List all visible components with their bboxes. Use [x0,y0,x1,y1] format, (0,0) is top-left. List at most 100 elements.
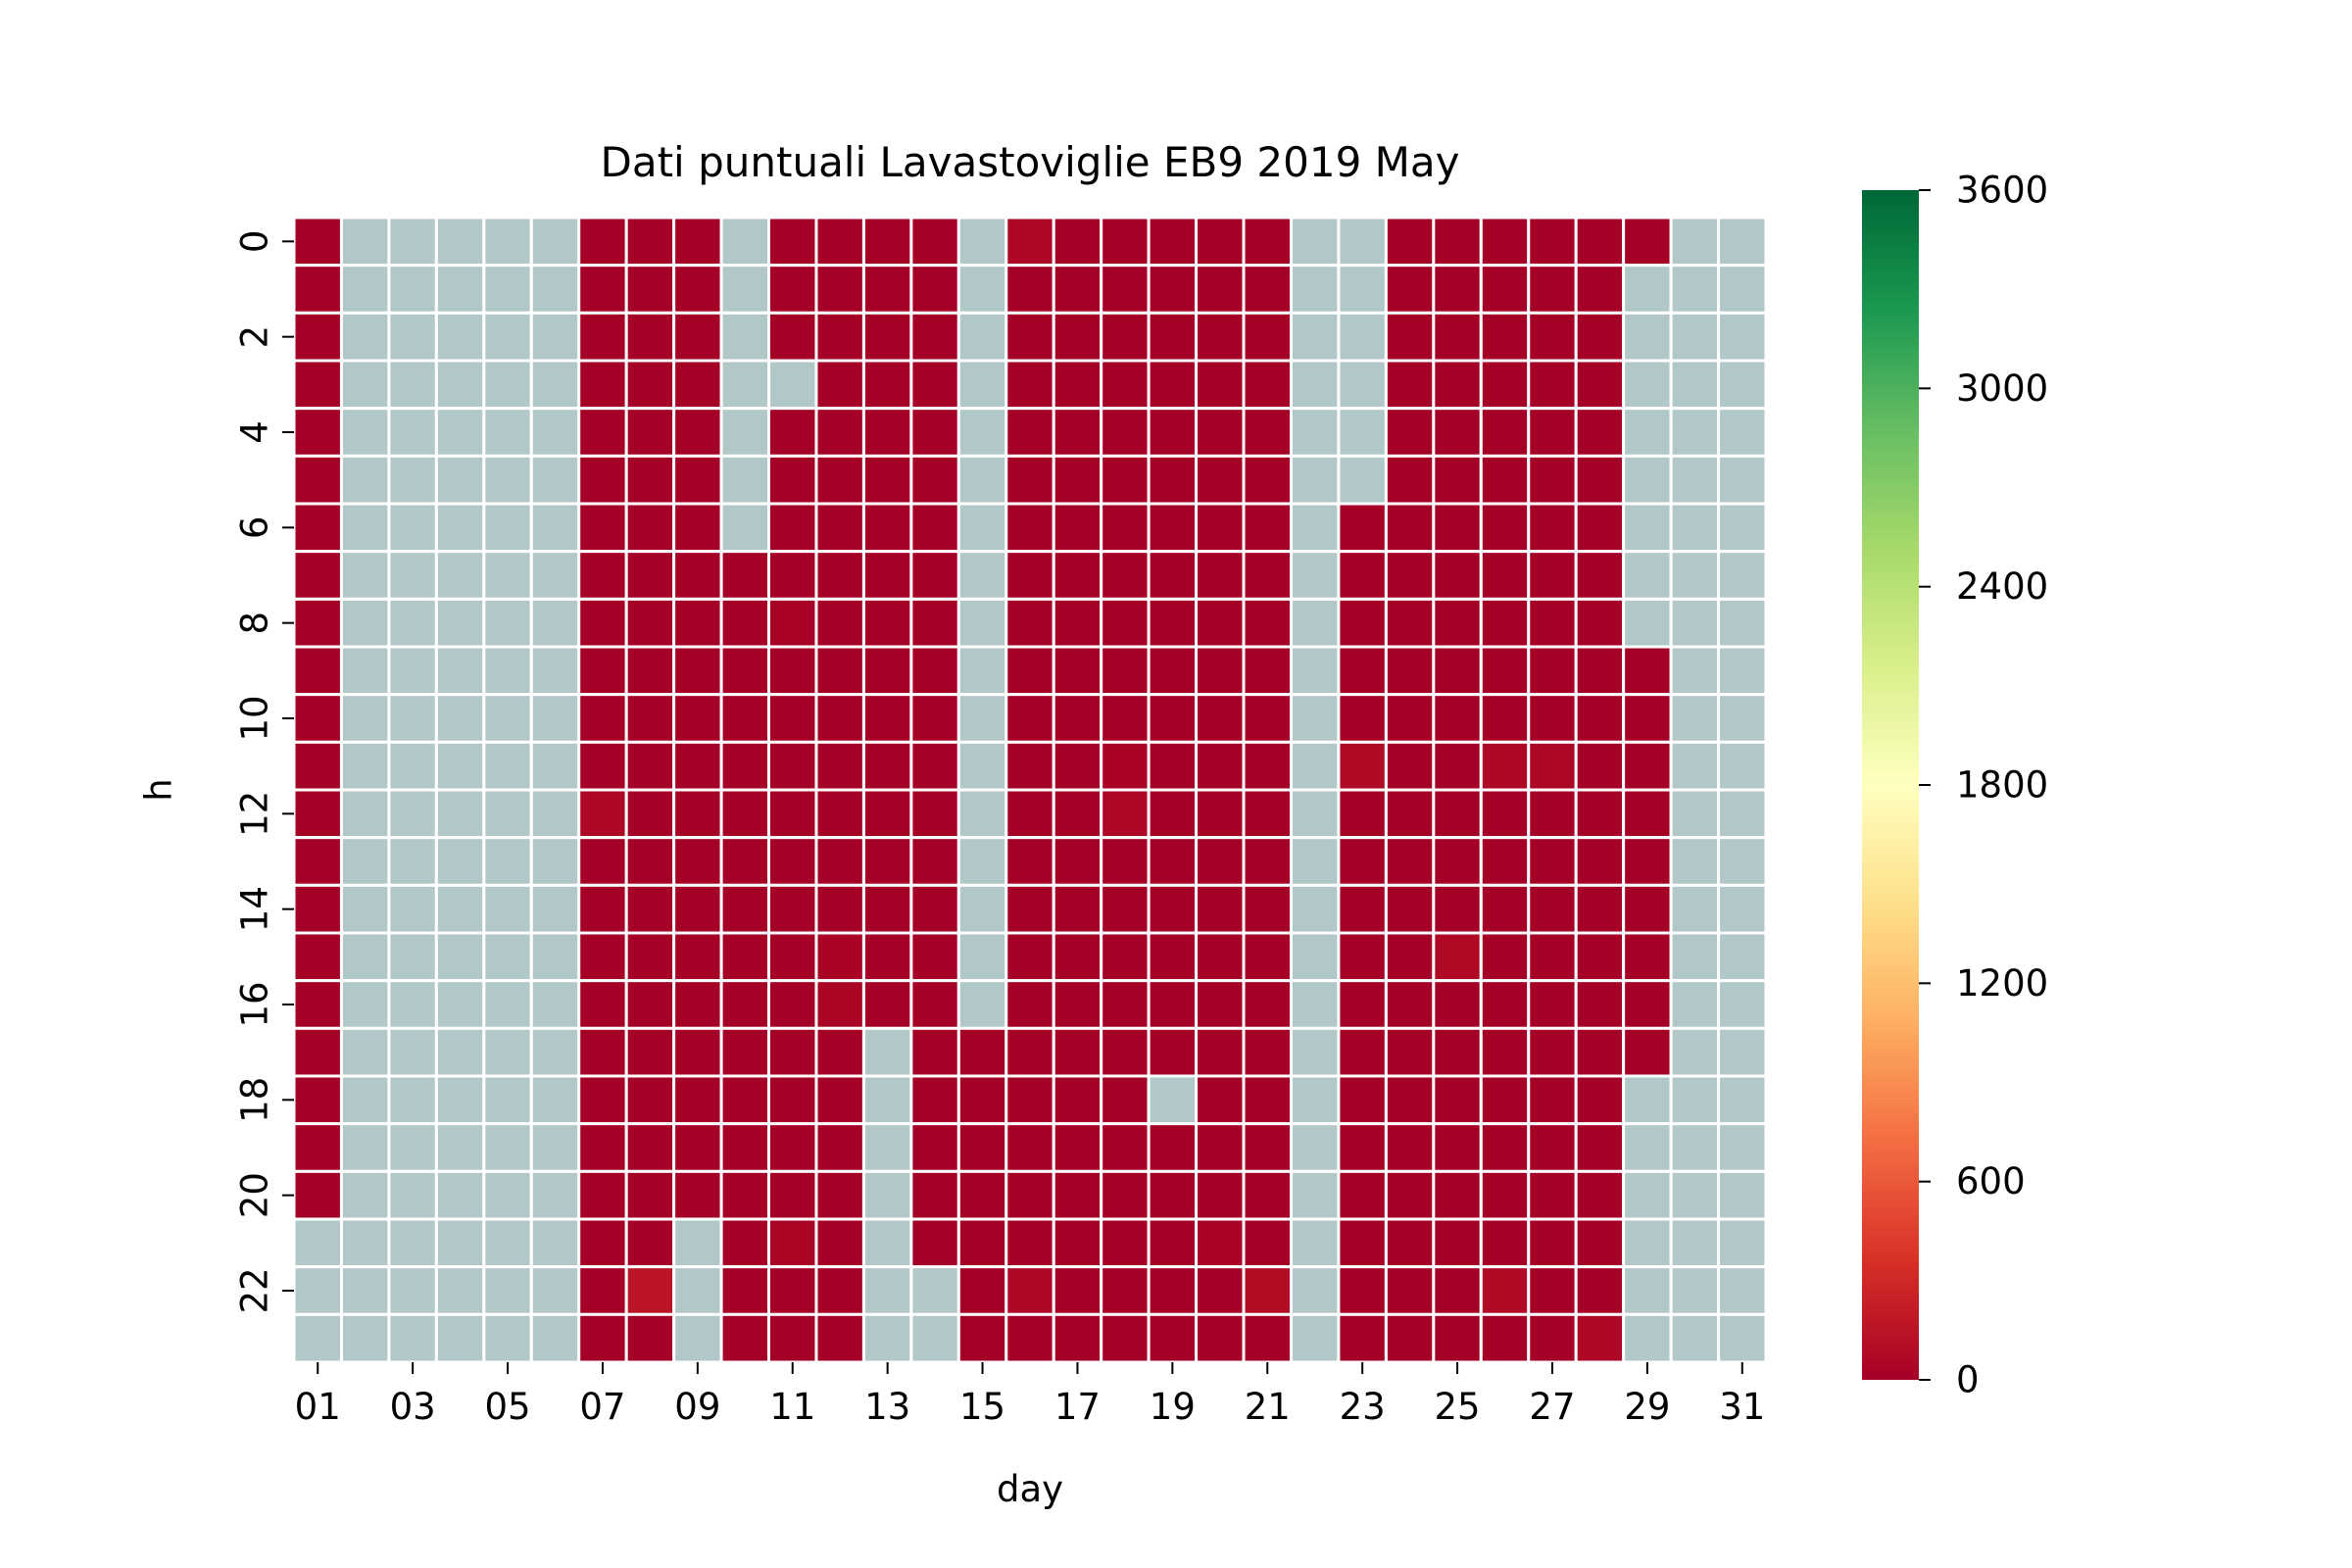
heatmap-cell [1289,883,1341,935]
heatmap-cell [1622,1122,1673,1173]
heatmap-cell [339,1026,391,1078]
heatmap-cell [1004,1265,1055,1316]
heatmap-cell [1527,407,1578,458]
heatmap-cell [861,597,913,649]
heatmap-cell [1432,264,1483,315]
heatmap-cell [1384,454,1436,506]
heatmap-cell [719,311,771,363]
heatmap-cell [719,645,771,697]
x-tick-label: 25 [1435,1386,1481,1428]
heatmap-cell [529,1312,581,1364]
heatmap-cell [1384,597,1436,649]
heatmap-cell [1004,1169,1055,1221]
heatmap-cell [767,454,818,506]
heatmap-cell [909,1026,960,1078]
heatmap-cell [1574,407,1626,458]
x-tick-label: 19 [1150,1386,1196,1428]
heatmap-cell [1717,216,1768,268]
heatmap-cell [1195,502,1246,554]
heatmap-cell [861,264,913,315]
heatmap-cell [1622,1026,1673,1078]
heatmap-cell [529,693,581,744]
heatmap-cell [1004,311,1055,363]
heatmap-cell [814,597,865,649]
heatmap-cell [434,740,486,792]
heatmap-cell [292,1026,343,1078]
heatmap-cell [1527,1312,1578,1364]
heatmap-cell [1432,693,1483,744]
heatmap-cell [292,216,343,268]
heatmap-cell [719,407,771,458]
heatmap-cell [482,931,533,983]
heatmap-cell [1669,788,1721,840]
heatmap-cell [672,1074,723,1126]
heatmap-cell [1384,1122,1436,1173]
heatmap-cell [814,1312,865,1364]
heatmap-cell [577,1265,628,1316]
heatmap-cell [387,407,438,458]
heatmap-cell [956,264,1008,315]
heatmap-cell [1574,1026,1626,1078]
heatmap-cell [1527,883,1578,935]
heatmap-cell [1147,1265,1199,1316]
heatmap-cell [1337,216,1388,268]
heatmap-cell [1574,1265,1626,1316]
heatmap-cell [624,1074,676,1126]
heatmap-cell [434,502,486,554]
heatmap-cell [814,740,865,792]
heatmap-cell [1100,407,1151,458]
heatmap-cell [339,216,391,268]
heatmap-cell [1289,216,1341,268]
heatmap-cell [624,1169,676,1221]
heatmap-cell [672,1265,723,1316]
heatmap-cell [1717,264,1768,315]
heatmap-cell [1100,836,1151,887]
heatmap-cell [1100,979,1151,1030]
heatmap-cell [1195,264,1246,315]
heatmap-cell [1337,454,1388,506]
heatmap-cell [1574,1122,1626,1173]
heatmap-cell [1337,645,1388,697]
heatmap-cell [1289,1074,1341,1126]
heatmap-cell [339,645,391,697]
heatmap-cell [672,311,723,363]
heatmap-cell [1384,216,1436,268]
heatmap-cell [387,597,438,649]
heatmap-cell [767,693,818,744]
heatmap-cell [814,693,865,744]
heatmap-cell [1242,836,1293,887]
heatmap-cell [1527,311,1578,363]
heatmap-cell [767,502,818,554]
heatmap-cell [1384,1074,1436,1126]
heatmap-cell [1432,788,1483,840]
heatmap-cell [482,264,533,315]
heatmap-cell [956,645,1008,697]
heatmap-cell [387,264,438,315]
heatmap-cell [434,979,486,1030]
heatmap-cell [529,836,581,887]
heatmap-cell [1242,1312,1293,1364]
heatmap-cell [1100,1265,1151,1316]
heatmap-cell [1574,264,1626,315]
heatmap-cell [956,1169,1008,1221]
heatmap-cell [1242,264,1293,315]
heatmap-cell [1432,359,1483,411]
heatmap-cell [672,264,723,315]
heatmap-cell [577,1026,628,1078]
heatmap-cell [1527,1122,1578,1173]
heatmap-cell [434,836,486,887]
heatmap-cell [1004,645,1055,697]
colorbar-tick-label: 600 [1956,1160,2026,1202]
heatmap-cell [1432,1074,1483,1126]
heatmap-cell [672,788,723,840]
heatmap-cell [577,597,628,649]
heatmap-cell [577,693,628,744]
heatmap-cell [1004,931,1055,983]
heatmap-cell [767,836,818,887]
heatmap-cell [956,216,1008,268]
heatmap-cell [672,645,723,697]
heatmap-cell [624,931,676,983]
heatmap-cell [1622,1265,1673,1316]
heatmap-cell [1574,454,1626,506]
x-tick-label: 01 [295,1386,341,1428]
